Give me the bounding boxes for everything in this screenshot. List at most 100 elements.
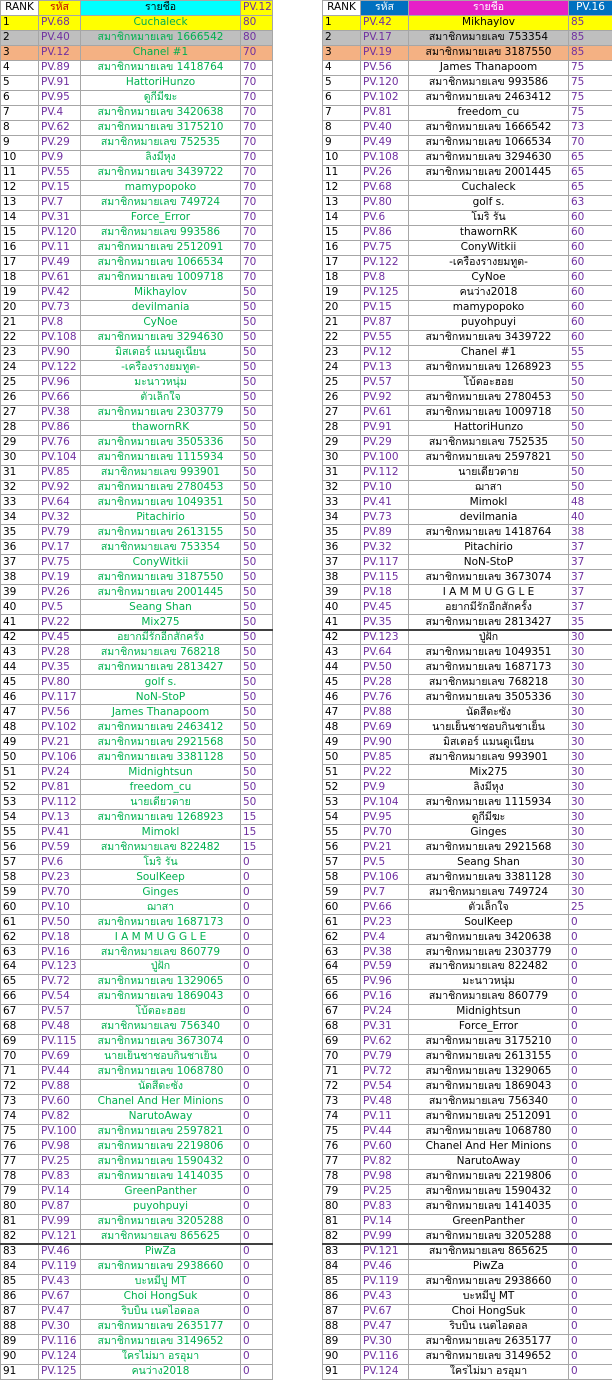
code-cell: PV.43 <box>361 1289 409 1304</box>
code-cell: PV.9 <box>39 150 81 165</box>
code-cell: PV.10 <box>361 480 409 495</box>
pv-cell: 50 <box>241 765 273 780</box>
code-cell: PV.7 <box>361 885 409 900</box>
code-cell: PV.80 <box>39 675 81 690</box>
pv-cell: 50 <box>241 600 273 615</box>
code-cell: PV.8 <box>361 270 409 285</box>
pv-cell: 0 <box>569 1169 612 1184</box>
pv-cell: 50 <box>241 690 273 705</box>
pv-cell: 70 <box>241 270 273 285</box>
name-cell: mamypopoko <box>81 180 241 195</box>
rank-cell: 83 <box>1 1244 39 1259</box>
code-cell: PV.22 <box>361 765 409 780</box>
pv-cell: 0 <box>569 930 612 945</box>
rank-cell: 85 <box>323 1274 361 1289</box>
pv-cell: 85 <box>569 45 612 60</box>
rank-cell: 58 <box>1 870 39 885</box>
rank-cell: 52 <box>323 780 361 795</box>
rank-cell: 90 <box>323 1349 361 1364</box>
name-cell: นัดสีดะซัง <box>409 705 569 720</box>
pv-cell: 0 <box>241 1214 273 1229</box>
pv-cell: 50 <box>241 660 273 675</box>
pv-cell: 30 <box>569 750 612 765</box>
name-cell: สมาชิกหมายเลข 753354 <box>81 540 241 555</box>
code-cell: PV.81 <box>39 780 81 795</box>
header-cell: PV.16 <box>569 1 612 16</box>
rank-cell: 68 <box>1 1019 39 1034</box>
code-cell: PV.92 <box>39 480 81 495</box>
rank-cell: 39 <box>323 585 361 600</box>
rank-cell: 53 <box>1 795 39 810</box>
name-cell: สมาชิกหมายเลข 2001445 <box>81 585 241 600</box>
code-cell: PV.106 <box>361 870 409 885</box>
code-cell: PV.55 <box>39 165 81 180</box>
name-cell: ดูกีมีฆะ <box>409 810 569 825</box>
code-cell: PV.49 <box>39 255 81 270</box>
rank-cell: 18 <box>323 270 361 285</box>
pv-cell: 30 <box>569 810 612 825</box>
code-cell: PV.86 <box>39 420 81 435</box>
name-cell: ฌาสา <box>81 900 241 915</box>
name-cell: สมาชิกหมายเลข 2613155 <box>409 1049 569 1064</box>
name-cell: สมาชิกหมายเลข 993901 <box>409 750 569 765</box>
name-cell: สมาชิกหมายเลข 1414035 <box>409 1199 569 1214</box>
code-cell: PV.76 <box>361 690 409 705</box>
name-cell: ConyWitkii <box>81 555 241 570</box>
code-cell: PV.61 <box>361 405 409 420</box>
rank-cell: 35 <box>323 525 361 540</box>
rank-cell: 9 <box>1 135 39 150</box>
name-cell: สมาชิกหมายเลข 1068780 <box>81 1064 241 1079</box>
rank-cell: 60 <box>1 900 39 915</box>
rank-cell: 37 <box>1 555 39 570</box>
name-cell: สมาชิกหมายเลข 1009718 <box>81 270 241 285</box>
code-cell: PV.41 <box>361 495 409 510</box>
code-cell: PV.22 <box>39 615 81 630</box>
code-cell: PV.56 <box>39 705 81 720</box>
pv-cell: 37 <box>569 570 612 585</box>
pv-cell: 0 <box>569 1154 612 1169</box>
rank-cell: 67 <box>323 1004 361 1019</box>
pv-cell: 0 <box>241 974 273 989</box>
header-cell: รหัส <box>361 1 409 16</box>
pv-cell: 50 <box>241 735 273 750</box>
code-cell: PV.91 <box>361 420 409 435</box>
name-cell: สมาชิกหมายเลข 3205288 <box>409 1229 569 1244</box>
pv-cell: 0 <box>569 1109 612 1124</box>
pv-cell: 0 <box>569 1199 612 1214</box>
code-cell: PV.40 <box>39 30 81 45</box>
name-cell: Midnightsun <box>81 765 241 780</box>
name-cell: คนว่าง2018 <box>81 1364 241 1379</box>
pv-cell: 30 <box>569 870 612 885</box>
name-cell: freedom_cu <box>81 780 241 795</box>
rank-cell: 43 <box>323 645 361 660</box>
name-cell: สมาชิกหมายเลข 1666542 <box>409 120 569 135</box>
rank-cell: 1 <box>1 15 39 30</box>
pv-cell: 70 <box>241 135 273 150</box>
name-cell: นายเดียวดาย <box>409 465 569 480</box>
rank-cell: 45 <box>1 675 39 690</box>
rank-cell: 24 <box>323 360 361 375</box>
code-cell: PV.29 <box>39 135 81 150</box>
rank-cell: 19 <box>1 285 39 300</box>
pv-cell: 15 <box>241 810 273 825</box>
name-cell: NoN-StoP <box>409 555 569 570</box>
rank-cell: 90 <box>1 1349 39 1364</box>
pv-cell: 30 <box>569 795 612 810</box>
